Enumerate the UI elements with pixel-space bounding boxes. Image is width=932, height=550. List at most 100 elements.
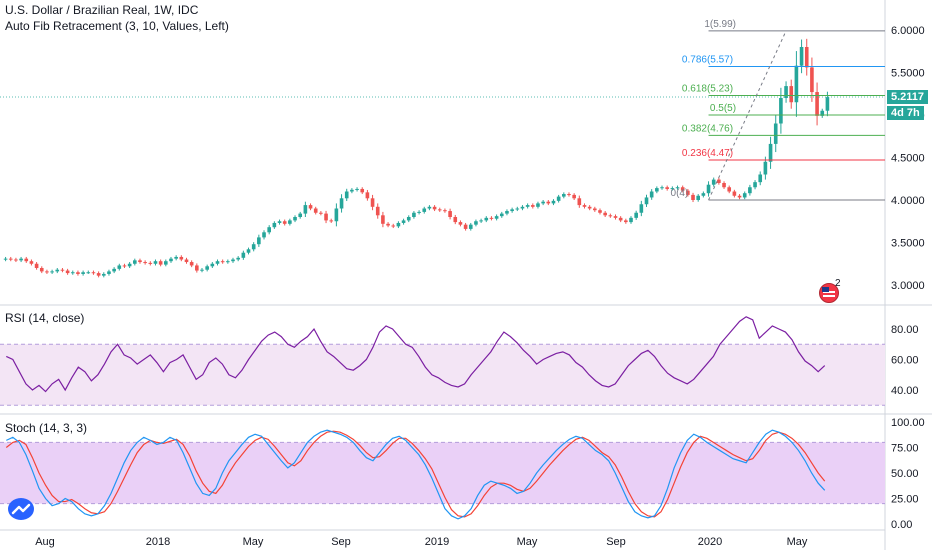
candle-body — [50, 271, 54, 273]
candle-body — [39, 268, 44, 272]
candle-body — [567, 194, 571, 196]
candle-body — [437, 209, 442, 211]
candle-body — [401, 220, 406, 223]
candle-body — [675, 187, 680, 189]
candle-body — [768, 143, 773, 162]
candle-body — [810, 67, 814, 93]
candle-body — [494, 216, 499, 219]
candle-body — [406, 217, 411, 221]
fib-indicator-label[interactable]: Auto Fib Retracement (3, 10, Values, Lef… — [5, 19, 229, 33]
chart-title: U.S. Dollar / Brazilian Real, 1W, IDC — [5, 3, 199, 17]
candle-body — [753, 182, 757, 188]
candle-body — [660, 187, 664, 189]
candle-body — [510, 209, 514, 212]
time-axis-label: 2019 — [425, 536, 449, 548]
candle-body — [458, 222, 463, 225]
candle-body — [639, 204, 644, 213]
rsi-line[interactable] — [6, 316, 826, 393]
candle-body — [773, 123, 778, 144]
candle-body — [737, 195, 742, 198]
candle-body — [262, 232, 266, 238]
candle-body — [587, 206, 592, 209]
time-axis-label: Sep — [331, 536, 351, 548]
candle-body — [417, 211, 421, 213]
candle-body — [76, 272, 80, 274]
candle-body — [629, 217, 633, 223]
candle-body — [391, 225, 396, 227]
candle-body — [505, 211, 509, 214]
candle-body — [701, 193, 706, 196]
candle-body — [34, 263, 39, 268]
event-flag-icon[interactable] — [819, 283, 839, 303]
candle-body — [593, 208, 597, 211]
candle-body — [350, 189, 354, 192]
candle-body — [789, 86, 794, 103]
candle-body — [499, 213, 504, 217]
candle-body — [706, 184, 711, 194]
candle-body — [515, 208, 520, 210]
candle-body — [598, 210, 602, 213]
time-axis-label: May — [243, 536, 264, 548]
candle-body — [665, 187, 669, 189]
candle-body — [215, 261, 220, 264]
candle-body — [680, 187, 685, 191]
candle-body — [386, 223, 390, 226]
candle-body — [226, 261, 230, 263]
candle-body — [484, 217, 489, 221]
candle-body — [184, 259, 189, 263]
candle-body — [732, 191, 737, 196]
price-axis-tick: 3.5000 — [891, 238, 925, 250]
time-axis-label: May — [517, 536, 538, 548]
candle-body — [189, 262, 194, 266]
candle-body — [799, 47, 804, 66]
stoch-d-line[interactable] — [5, 430, 826, 518]
candle-body — [236, 257, 240, 260]
candle-body — [582, 205, 587, 207]
candle-body — [220, 261, 225, 263]
candle-body — [339, 198, 344, 209]
candle-body — [489, 217, 494, 219]
candle-body — [293, 217, 297, 221]
candle-body — [143, 262, 147, 264]
candle-body — [608, 215, 613, 217]
stoch-k-line[interactable] — [6, 429, 826, 520]
candle-body — [634, 212, 638, 218]
candle-body — [3, 258, 8, 260]
candle-body — [8, 258, 13, 260]
candle-body — [525, 205, 530, 207]
candle-body — [551, 200, 556, 204]
candle-body — [169, 258, 173, 262]
candle-body — [344, 191, 349, 199]
candle-body — [127, 263, 132, 267]
rsi-title[interactable]: RSI (14, close) — [5, 311, 85, 325]
candle-body — [360, 188, 365, 193]
candle-body — [613, 216, 618, 218]
candle-body — [722, 183, 726, 188]
candle-body — [153, 261, 158, 264]
candle-body — [711, 179, 716, 185]
candle-body — [195, 265, 199, 271]
candle-body — [355, 188, 359, 190]
price-axis-tick: 3.0000 — [891, 280, 925, 292]
candle-body — [556, 196, 561, 201]
fib-trend-line[interactable] — [708, 30, 787, 201]
candle-body — [784, 86, 788, 98]
candle-body — [313, 208, 318, 213]
candle-body — [804, 47, 809, 68]
candle-body — [453, 217, 458, 223]
candle-body — [329, 220, 334, 222]
last-price-tag: 5.2117 — [887, 90, 929, 104]
time-axis-label: Aug — [35, 536, 55, 548]
candle-body — [577, 198, 582, 206]
stoch-title[interactable]: Stoch (14, 3, 3) — [5, 421, 88, 435]
candle-body — [365, 192, 370, 199]
candle-body — [200, 269, 204, 271]
candle-body — [334, 208, 339, 222]
price-axis-tick: 6.0000 — [891, 25, 925, 37]
candle-body — [86, 272, 91, 274]
time-axis-label: 2018 — [146, 536, 170, 548]
candle-body — [45, 271, 49, 273]
candle-body — [572, 194, 576, 199]
